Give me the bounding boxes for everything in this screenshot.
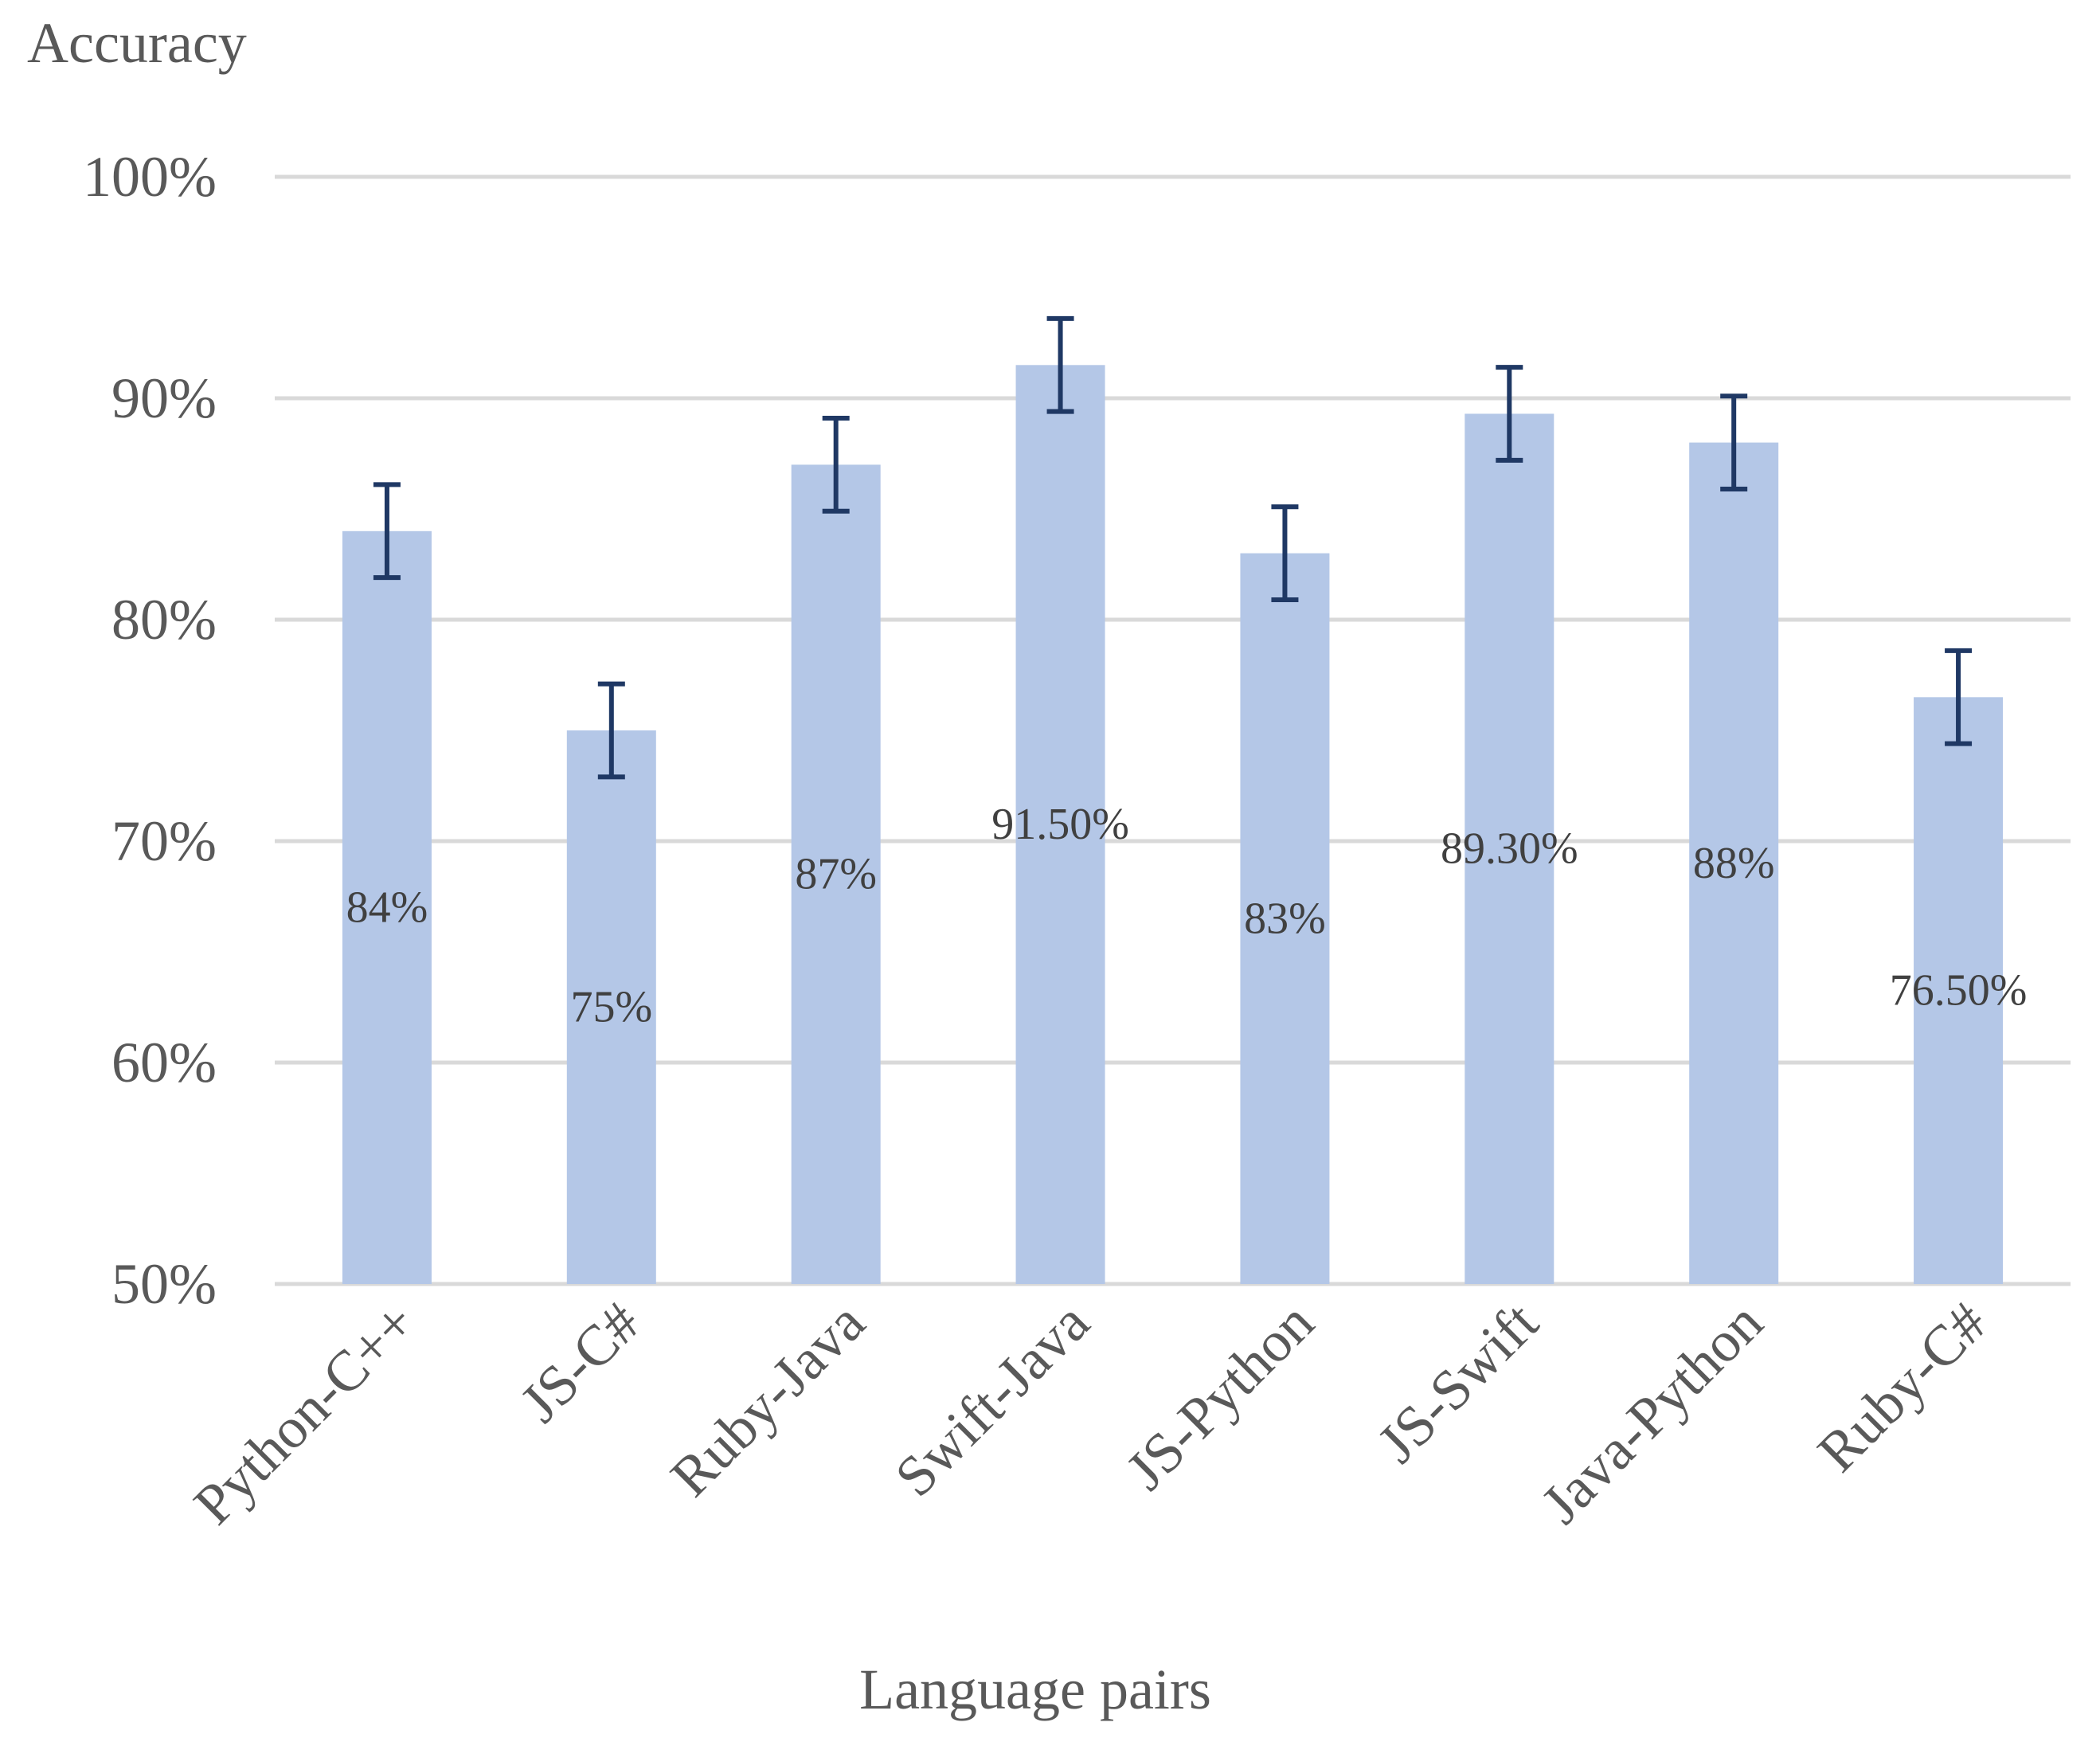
data-label: 76.50% bbox=[1890, 966, 2028, 1016]
bar bbox=[791, 464, 881, 1284]
data-labels: 84% 75% 87% 91.50% 83% 89.30% 88% 76.50% bbox=[346, 800, 2028, 1031]
data-label: 87% bbox=[795, 850, 877, 899]
bar bbox=[566, 730, 656, 1284]
bar bbox=[342, 530, 432, 1284]
error-bar bbox=[1046, 315, 1074, 414]
x-tick-label: JS-Python bbox=[1114, 1290, 1326, 1502]
x-tick-label: Ruby-Java bbox=[659, 1290, 877, 1509]
x-tick-label: Java-Python bbox=[1529, 1290, 1774, 1536]
y-axis-ticks: 50% 60% 70% 80% 90% 100% bbox=[83, 145, 217, 1316]
bar bbox=[1015, 365, 1105, 1284]
bar bbox=[1914, 697, 2004, 1284]
x-tick-label: Swift-Java bbox=[883, 1290, 1101, 1509]
x-tick-label: Ruby-C# bbox=[1805, 1290, 1999, 1484]
data-label: 75% bbox=[570, 983, 652, 1032]
error-bar bbox=[1271, 504, 1299, 602]
error-bar bbox=[1945, 648, 1973, 746]
gridlines bbox=[275, 174, 2071, 1286]
x-axis-ticks: Python-C++ JS-C# Ruby-Java Swift-Java JS-Pyt… bbox=[182, 1290, 1999, 1536]
bar bbox=[1240, 553, 1330, 1284]
data-label: 83% bbox=[1244, 894, 1326, 943]
error-bar bbox=[822, 416, 850, 514]
y-tick-label: 90% bbox=[111, 366, 217, 430]
y-axis-title: Accuracy bbox=[27, 11, 247, 75]
x-tick-label: JS-Swift bbox=[1366, 1290, 1551, 1475]
bar bbox=[1465, 413, 1554, 1285]
x-tick-label: Python-C++ bbox=[182, 1290, 428, 1536]
bars bbox=[342, 365, 2004, 1285]
y-tick-label: 100% bbox=[83, 145, 217, 209]
error-bar bbox=[1496, 365, 1523, 463]
x-axis-title: Language pairs bbox=[859, 1658, 1211, 1721]
data-label: 88% bbox=[1693, 839, 1775, 888]
y-tick-label: 80% bbox=[111, 588, 217, 652]
y-tick-label: 60% bbox=[111, 1031, 217, 1094]
y-tick-label: 50% bbox=[111, 1252, 217, 1316]
data-label: 84% bbox=[346, 883, 428, 932]
error-bar bbox=[1720, 393, 1748, 491]
data-label: 91.50% bbox=[991, 800, 1129, 849]
error-bar bbox=[373, 482, 401, 581]
bar bbox=[1689, 442, 1779, 1284]
y-tick-label: 70% bbox=[111, 809, 217, 873]
data-label: 89.30% bbox=[1441, 824, 1578, 874]
error-bars bbox=[373, 315, 1973, 780]
x-tick-label: JS-C# bbox=[508, 1290, 652, 1435]
error-bar bbox=[597, 681, 625, 780]
